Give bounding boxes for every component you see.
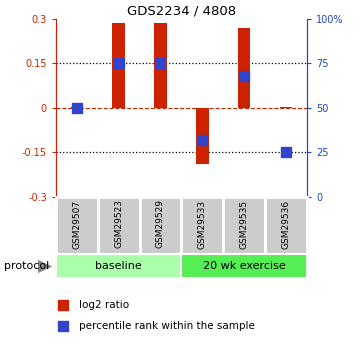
Bar xyxy=(181,254,307,278)
Bar xyxy=(280,107,292,108)
Text: GSM29536: GSM29536 xyxy=(282,199,291,248)
Bar xyxy=(112,23,125,108)
Point xyxy=(61,323,66,329)
Point xyxy=(158,61,164,66)
Bar xyxy=(265,197,307,254)
Point xyxy=(116,61,122,66)
Bar xyxy=(238,28,251,108)
Text: GSM29533: GSM29533 xyxy=(198,199,207,248)
Title: GDS2234 / 4808: GDS2234 / 4808 xyxy=(127,5,236,18)
Bar xyxy=(140,197,181,254)
Bar xyxy=(154,23,167,108)
Text: protocol: protocol xyxy=(4,262,49,271)
Bar xyxy=(98,197,140,254)
Point xyxy=(199,137,205,142)
Text: GSM29523: GSM29523 xyxy=(114,199,123,248)
Point xyxy=(61,303,66,308)
Text: 20 wk exercise: 20 wk exercise xyxy=(203,261,286,270)
Bar xyxy=(181,197,223,254)
Bar xyxy=(223,197,265,254)
Bar xyxy=(71,107,83,108)
Point xyxy=(283,149,289,155)
Point xyxy=(241,73,247,79)
Point xyxy=(74,105,80,110)
Bar xyxy=(56,254,181,278)
Text: GSM29529: GSM29529 xyxy=(156,199,165,248)
Text: GSM29507: GSM29507 xyxy=(72,199,81,248)
Text: baseline: baseline xyxy=(95,261,142,270)
Polygon shape xyxy=(38,260,52,273)
Text: log2 ratio: log2 ratio xyxy=(79,300,129,310)
Bar xyxy=(196,108,209,164)
Text: GSM29535: GSM29535 xyxy=(240,199,249,248)
Text: percentile rank within the sample: percentile rank within the sample xyxy=(79,321,255,331)
Bar xyxy=(56,197,98,254)
